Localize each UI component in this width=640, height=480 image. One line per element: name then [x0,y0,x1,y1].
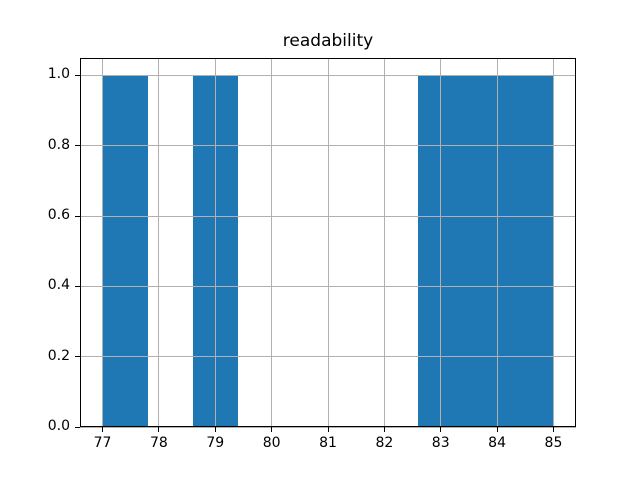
x-tick-label: 78 [149,435,168,452]
gridline-horizontal [80,74,576,76]
x-tick-mark [496,427,498,433]
gridline-horizontal [80,356,576,358]
x-tick-mark [552,427,554,433]
histogram-bar [463,75,509,428]
y-tick-label: 1.0 [47,66,70,83]
y-tick-mark [75,356,80,358]
y-tick-mark [75,74,80,76]
y-tick-label: 0.2 [47,347,70,364]
y-tick-label: 0.8 [47,136,70,153]
y-tick-label: 0.4 [47,277,70,294]
histogram-bar [102,75,148,428]
x-tick-label: 80 [262,435,281,452]
gridline-vertical [496,57,498,428]
y-tick-mark [75,285,80,287]
y-tick-label: 0.6 [47,207,70,223]
x-tick-mark [214,427,216,433]
chart-title: readability [282,31,374,51]
x-tick-label: 83 [431,435,450,452]
x-tick-mark [383,427,385,433]
x-tick-label: 82 [375,435,394,452]
gridline-vertical [327,57,329,428]
x-tick-label: 85 [544,435,563,452]
histogram-bar [508,75,554,428]
x-tick-label: 84 [488,435,506,452]
gridline-horizontal [80,215,576,217]
gridline-vertical [214,57,216,428]
x-tick-label: 79 [206,435,225,452]
x-tick-label: 77 [93,435,112,452]
x-tick-mark [327,427,329,433]
gridline-vertical [383,57,385,428]
x-tick-mark [271,427,273,433]
x-tick-mark [102,427,104,433]
y-tick-mark [75,145,80,147]
gridline-vertical [552,57,554,428]
gridline-horizontal [80,145,576,147]
gridline-vertical [440,57,442,428]
gridline-vertical [271,57,273,428]
y-tick-label: 0.0 [47,418,70,435]
y-tick-mark [75,215,80,217]
x-tick-mark [440,427,442,433]
gridline-vertical [102,57,104,428]
x-tick-label: 81 [319,435,337,452]
y-tick-mark [75,426,80,428]
x-tick-mark [158,427,160,433]
gridline-vertical [158,57,160,428]
gridline-horizontal [80,285,576,287]
